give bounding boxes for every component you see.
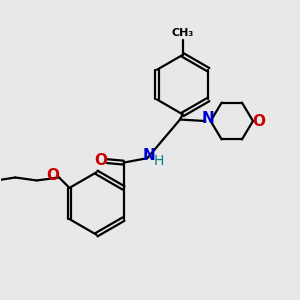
- Text: N: N: [143, 148, 156, 163]
- Text: H: H: [153, 154, 164, 168]
- Text: N: N: [202, 110, 214, 125]
- Text: O: O: [252, 113, 266, 128]
- Text: O: O: [46, 168, 60, 183]
- Text: O: O: [94, 153, 107, 168]
- Text: CH₃: CH₃: [172, 28, 194, 38]
